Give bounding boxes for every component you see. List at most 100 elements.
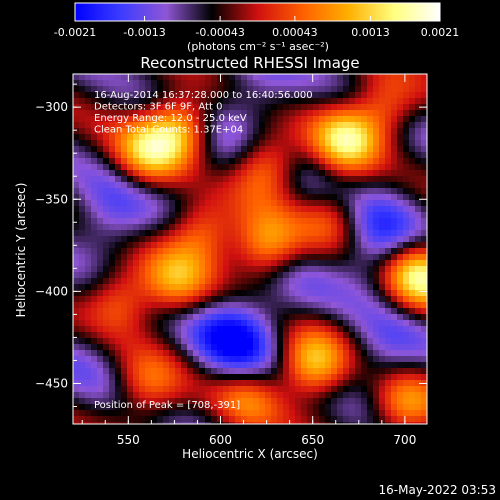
heatmap-cell [379,260,386,267]
heatmap-cell [79,296,86,303]
heatmap-cell [235,254,242,261]
heatmap-cell [193,398,200,405]
heatmap-cell [229,140,236,147]
heatmap-cell [211,398,218,405]
heatmap-cell [289,206,296,213]
heatmap-cell [403,92,410,99]
heatmap-cell [265,374,272,381]
heatmap-cell [193,182,200,189]
heatmap-cell [181,218,188,225]
heatmap-cell [133,266,140,273]
heatmap-cell [193,134,200,141]
heatmap-cell [271,218,278,225]
heatmap-cell [241,74,248,81]
heatmap-cell [385,74,392,81]
heatmap-cell [241,248,248,255]
heatmap-cell [199,320,206,327]
heatmap-cell [151,374,158,381]
heatmap-cell [247,332,254,339]
heatmap-cell [253,422,260,424]
heatmap-cell [271,380,278,387]
heatmap-cell [301,242,308,249]
heatmap-cell [241,98,248,105]
heatmap-cell [247,110,254,117]
heatmap-cell [277,218,284,225]
heatmap-cell [217,164,224,171]
heatmap-cell [103,158,110,165]
heatmap-cell [133,110,140,117]
heatmap-cell [361,254,368,261]
heatmap-cell [337,176,344,183]
heatmap-cell [403,410,410,417]
heatmap-cell [259,332,266,339]
heatmap-cell [307,140,314,147]
heatmap-cell [181,320,188,327]
heatmap-cell [247,338,254,345]
heatmap-cell [337,248,344,255]
heatmap-cell [337,86,344,93]
heatmap-cell [103,134,110,141]
heatmap-cell [229,404,236,411]
heatmap-cell [151,380,158,387]
heatmap-cell [223,134,230,141]
heatmap-cell [139,338,146,345]
heatmap-cell [229,254,236,261]
heatmap-cell [379,302,386,309]
heatmap-cell [379,212,386,219]
heatmap-cell [211,362,218,369]
heatmap-cell [121,338,128,345]
heatmap-cell [319,230,326,237]
heatmap-cell [295,218,302,225]
heatmap-cell [85,314,92,321]
heatmap-cell [163,128,170,135]
heatmap-cell [259,374,266,381]
heatmap-cell [337,356,344,363]
heatmap-cell [163,86,170,93]
heatmap-cell [301,284,308,291]
heatmap-cell [127,260,134,267]
heatmap-cell [277,236,284,243]
heatmap-cell [157,296,164,303]
heatmap-cell [151,350,158,357]
heatmap-cell [259,134,266,141]
heatmap-cell [271,122,278,129]
heatmap-cell [259,368,266,375]
heatmap-cell [145,350,152,357]
heatmap-cell [157,86,164,93]
heatmap-cell [79,416,86,423]
heatmap-cell [307,296,314,303]
heatmap-cell [193,290,200,297]
heatmap-cell [289,356,296,363]
heatmap-cell [415,194,422,201]
heatmap-cell [379,158,386,165]
heatmap-cell [163,80,170,87]
heatmap-cell [199,80,206,87]
heatmap-cell [235,416,242,423]
heatmap-cell [283,416,290,423]
heatmap-cell [355,338,362,345]
heatmap-cell [343,230,350,237]
heatmap-cell [355,362,362,369]
heatmap-cell [247,308,254,315]
heatmap-cell [211,110,218,117]
heatmap-cell [211,272,218,279]
heatmap-cell [157,128,164,135]
heatmap-cell [151,320,158,327]
heatmap-cell [241,146,248,153]
heatmap-cell [133,200,140,207]
heatmap-cell [103,290,110,297]
heatmap-cell [91,362,98,369]
heatmap-cell [385,152,392,159]
heatmap-cell [283,392,290,399]
heatmap-cell [337,200,344,207]
heatmap-cell [409,224,416,231]
heatmap-cell [157,314,164,321]
heatmap-cell [115,314,122,321]
heatmap-cell [319,98,326,105]
heatmap-cell [229,368,236,375]
heatmap-cell [349,344,356,351]
heatmap-cell [139,296,146,303]
heatmap-cell [307,290,314,297]
heatmap-cell [391,404,398,411]
heatmap-cell [139,152,146,159]
